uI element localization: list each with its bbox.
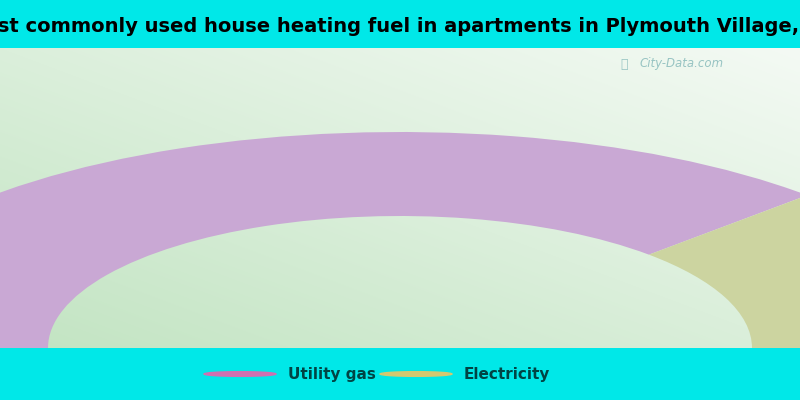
Text: ⦿: ⦿ [620, 58, 627, 72]
Wedge shape [649, 195, 800, 348]
Text: Electricity: Electricity [464, 366, 550, 382]
Text: Most commonly used house heating fuel in apartments in Plymouth Village, KY: Most commonly used house heating fuel in… [0, 17, 800, 36]
Wedge shape [0, 132, 800, 348]
Text: Utility gas: Utility gas [288, 366, 376, 382]
Text: City-Data.com: City-Data.com [640, 57, 724, 70]
Circle shape [380, 372, 452, 376]
Circle shape [204, 372, 276, 376]
